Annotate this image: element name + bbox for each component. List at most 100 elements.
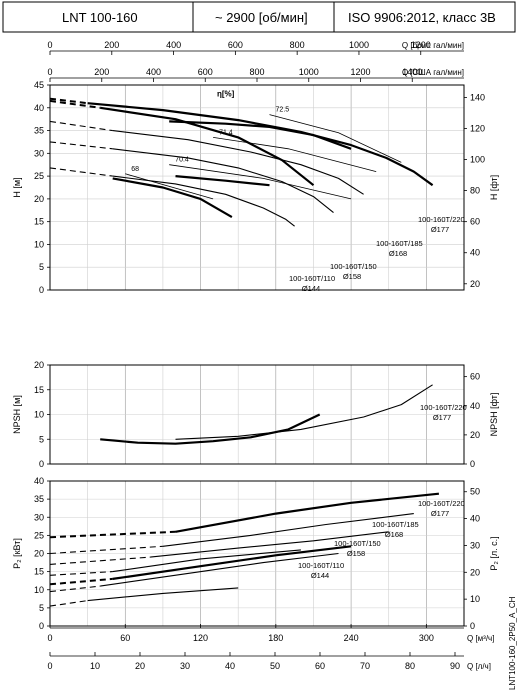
y-tick-label: 0 [39,621,44,631]
series-label: 100-160T/150 [334,539,381,548]
series-line [112,177,233,219]
series-label: 100-160T/220 [420,403,467,412]
series-label: 100-160T/110 [289,274,335,283]
uk-gpm-axis-tick-label: 800 [290,40,305,50]
y-tick-label: 40 [34,476,44,486]
uk-gpm-axis-label: Q [брит. гал/мин] [402,41,464,50]
series-sub-label: Ø168 [385,530,403,539]
header-box [2,1,516,33]
y2-tick-label: 140 [470,92,485,102]
ls-axis-tick-label: 80 [405,661,415,671]
y2-tick-label: 120 [470,123,485,133]
series-line [112,148,334,214]
efficiency-label: η[%] [217,89,235,98]
y-tick-label: 0 [39,285,44,295]
plot-frame [49,364,465,465]
efficiency-curve-label: 72.5 [276,107,290,114]
y-tick-label: 10 [34,585,44,595]
series-line [112,130,364,195]
y2-tick-label: 0 [470,459,475,469]
y2-tick-label: 10 [470,594,480,604]
series-line [112,545,352,580]
series-label: 100-160T/110 [298,561,344,570]
y-axis-label: P₂ [кВт] [12,538,22,569]
series-sub-label: Ø168 [389,249,407,258]
series-line [112,175,295,227]
efficiency-curve [213,137,377,172]
y2-tick-label: 40 [470,514,480,524]
y-tick-label: 5 [39,262,44,272]
y2-tick-label: 20 [470,279,480,289]
series-dashed-line [49,99,101,109]
series-dashed-line [49,167,113,177]
y2-tick-label: 50 [470,487,480,497]
us-gpm-axis-tick-label: 600 [198,67,213,77]
series-sub-label: Ø158 [347,549,365,558]
y-tick-label: 10 [34,239,44,249]
series-sub-label: Ø144 [302,284,320,293]
uk-gpm-axis-tick-label: 400 [166,40,181,50]
uk-gpm-axis-tick-label: 600 [228,40,243,50]
y2-tick-label: 0 [470,621,475,631]
us-gpm-axis-label: Q [США гал/мин] [402,68,464,77]
y-tick-label: 20 [34,194,44,204]
series-label: 100-160T/150 [330,262,377,271]
us-gpm-axis-tick-label: 1200 [350,67,370,77]
series-line [87,587,239,602]
efficiency-curve-label: 70.4 [175,157,189,164]
y2-tick-label: 20 [470,430,480,440]
y-tick-label: 15 [34,567,44,577]
m3h-axis-tick-label: 300 [419,633,434,643]
efficiency-curve [125,173,214,200]
us-gpm-axis-tick-label: 1000 [299,67,319,77]
m3h-axis-tick-label: 0 [47,633,52,643]
series-line [112,549,301,573]
series-label: 100-160T/185 [372,520,419,529]
efficiency-curve [269,114,402,163]
y-tick-label: 0 [39,459,44,469]
series-sub-label: Ø177 [431,509,449,518]
y-tick-label: 15 [34,385,44,395]
series-sub-label: Ø177 [433,413,451,422]
ls-axis-tick-label: 50 [270,661,280,671]
ls-axis-tick-label: 20 [135,661,145,671]
ls-axis-tick-label: 0 [47,661,52,671]
series-line [100,552,339,587]
uk-gpm-axis-tick-label: 1200 [411,40,431,50]
series-dashed-line [49,141,113,150]
y2-tick-label: 40 [470,401,480,411]
model-title: LNT 100-160 [62,10,138,25]
y-axis-label: NPSH [м] [12,395,22,434]
y2-tick-label: 40 [470,248,480,258]
y-tick-label: 20 [34,360,44,370]
series-dashed-line [49,577,113,586]
m3h-axis-label: Q [м³/ч] [467,634,494,643]
us-gpm-axis-tick-label: 400 [146,67,161,77]
us-gpm-axis-tick-label: 1400 [402,67,422,77]
y2-axis-label: NPSH [фт] [489,393,499,437]
series-dashed-line [49,571,113,576]
series-dashed-line [49,585,101,593]
uk-gpm-axis-tick-label: 200 [104,40,119,50]
speed-label: ~ 2900 [об/мин] [215,10,308,25]
series-line [169,120,352,150]
ls-axis-tick-label: 60 [315,661,325,671]
series-sub-label: Ø158 [343,272,361,281]
y2-tick-label: 20 [470,567,480,577]
y2-tick-label: 80 [470,186,480,196]
m3h-axis-tick-label: 240 [344,633,359,643]
m3h-axis-tick-label: 60 [120,633,130,643]
y-tick-label: 45 [34,80,44,90]
sheet-code: LNT100-160_2P50_A_CH [508,596,517,690]
ls-axis-tick-label: 10 [90,661,100,671]
uk-gpm-axis-tick-label: 1000 [349,40,369,50]
us-gpm-axis-tick-label: 0 [47,67,52,77]
series-line [150,531,389,558]
series-label: 100-160T/220 [418,499,465,508]
series-sub-label: Ø144 [311,571,329,580]
y-tick-label: 10 [34,410,44,420]
standard-label: ISO 9906:2012, класс 3В [348,10,496,25]
series-line [175,492,440,533]
series-dashed-line [49,120,113,132]
y-tick-label: 5 [39,434,44,444]
